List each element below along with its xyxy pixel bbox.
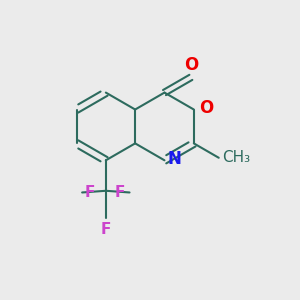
Text: F: F bbox=[100, 222, 111, 237]
Text: N: N bbox=[167, 150, 181, 168]
Text: F: F bbox=[85, 185, 95, 200]
Text: O: O bbox=[184, 56, 198, 74]
Text: CH₃: CH₃ bbox=[222, 150, 250, 165]
Text: O: O bbox=[199, 99, 213, 117]
Text: F: F bbox=[115, 185, 125, 200]
